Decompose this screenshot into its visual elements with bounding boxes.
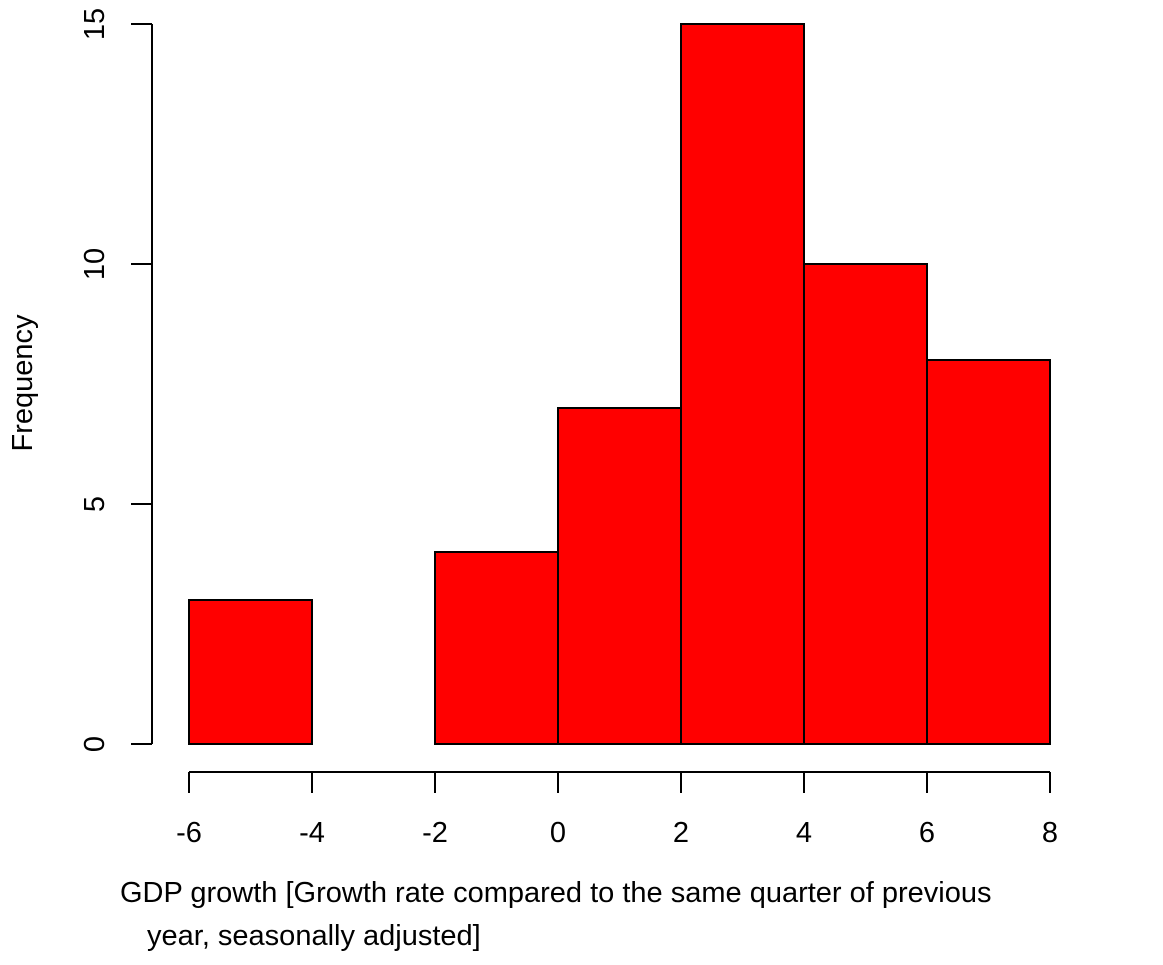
x-tick-label: 2 [673,817,689,849]
y-tick-label: 10 [79,248,111,280]
histogram-bars [188,23,1051,745]
x-axis: -6 -4 -2 0 2 4 6 8 [176,771,1058,849]
y-axis: 0 5 10 15 [79,8,153,752]
x-axis-label-line-2: year, seasonally adjusted] [147,920,481,952]
x-tick-label: 8 [1042,817,1058,849]
y-tick-label: 0 [79,736,111,752]
histogram-bar [188,599,313,745]
histogram-bar [434,551,559,745]
histogram-bar [557,407,682,745]
y-axis-label: Frequency [7,314,39,452]
x-tick-label: 4 [796,817,812,849]
y-tick-label: 5 [79,496,111,512]
x-axis-label-line-1: GDP growth [Growth rate compared to the … [120,877,992,909]
histogram-bar [803,263,928,745]
x-tick-label: 0 [550,817,566,849]
y-tick-label: 15 [79,8,111,40]
x-tick-label: -4 [299,817,325,849]
x-tick-label: -2 [422,817,448,849]
histogram-bar [926,359,1051,745]
histogram-bar [680,23,805,745]
x-tick-label: -6 [176,817,202,849]
x-tick-label: 6 [919,817,935,849]
